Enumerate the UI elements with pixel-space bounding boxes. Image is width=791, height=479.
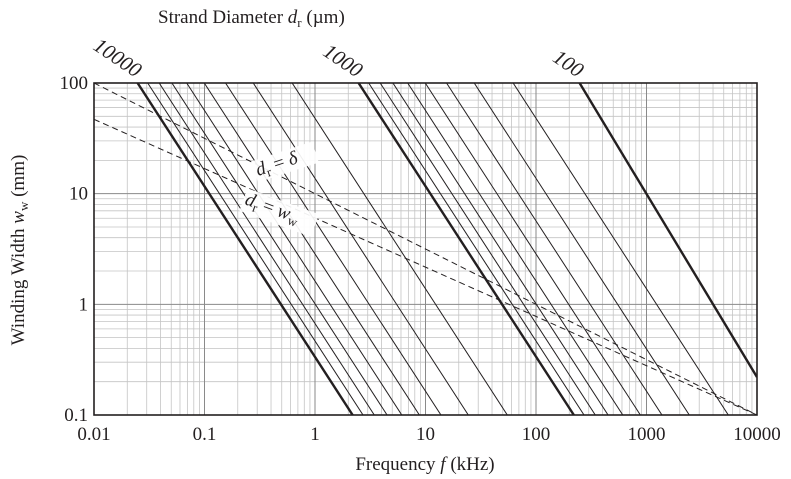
series-line-dr-5000 — [203, 83, 420, 415]
x-tick-labels: 0.01 0.1 1 10 100 1000 10000 — [77, 424, 780, 445]
series-line-dr-2000 — [291, 83, 508, 415]
x-tick-label: 1000 — [628, 424, 666, 445]
y-axis-label: Winding Width ww (mm) — [8, 155, 31, 346]
series-line-dr-10000 — [136, 83, 354, 415]
svg-text:dr = ww: dr = ww — [242, 189, 303, 230]
series-line-dr-300 — [473, 83, 690, 415]
x-tick-label: 0.01 — [77, 424, 110, 445]
series-line-dr-4000 — [225, 83, 442, 415]
x-tick-label: 10000 — [733, 424, 781, 445]
y-tick-label: 1 — [79, 294, 89, 315]
x-tick-label: 100 — [522, 424, 551, 445]
series-line-dr-900 — [368, 83, 585, 415]
series-line-dr-700 — [392, 83, 609, 415]
series-line-dr-9000 — [147, 83, 364, 415]
series-line-dr-500 — [424, 83, 641, 415]
series-line-dr-100 — [578, 83, 757, 378]
x-axis-label: Frequency f (kHz) — [355, 454, 494, 475]
boundary-line-0 — [94, 83, 757, 415]
series-line-dr-7000 — [171, 83, 388, 415]
series-line-dr-3000 — [252, 83, 469, 415]
y-tick-labels: 0.1 1 10 100 — [60, 73, 89, 426]
x-tick-label: 10 — [416, 424, 435, 445]
series-line-dr-8000 — [158, 83, 375, 415]
series-line-dr-400 — [446, 83, 663, 415]
y-tick-label: 0.1 — [64, 405, 88, 426]
top-axis-label: Strand Diameter dr (µm) — [158, 7, 345, 30]
boundary-line-1 — [94, 118, 757, 415]
boundary-lines — [94, 83, 757, 415]
series-line-dr-6000 — [186, 83, 403, 415]
plot-frame — [93, 82, 758, 416]
y-tick-label: 100 — [60, 73, 89, 94]
x-tick-label: 1 — [310, 424, 320, 445]
series-line-dr-200 — [512, 83, 729, 415]
series-line-dr-1000 — [357, 83, 575, 415]
series-line-dr-800 — [379, 83, 596, 415]
y-tick-label: 10 — [69, 184, 88, 205]
x-tick-label: 0.1 — [193, 424, 217, 445]
series-line-dr-600 — [407, 83, 624, 415]
annotation-dr-equals-delta: dr = δ — [251, 141, 319, 183]
series-lines — [136, 83, 757, 415]
annotation-dr-equals-ww: dr = ww — [239, 188, 320, 237]
